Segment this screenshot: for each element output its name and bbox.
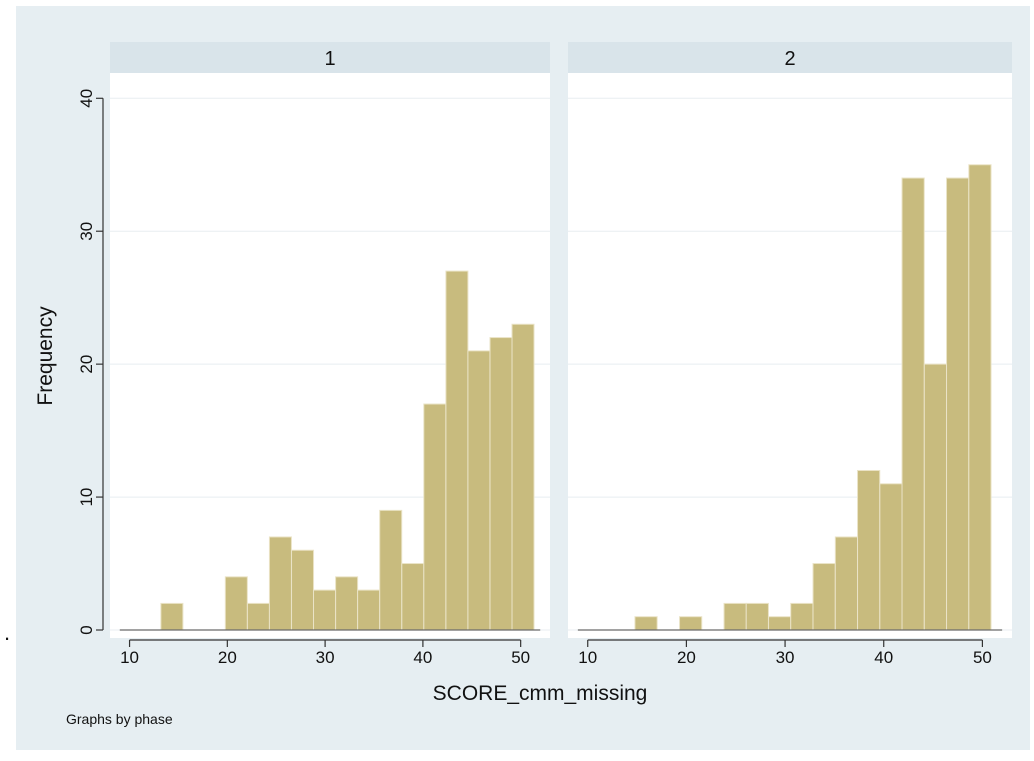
- x-tick-label-10-panel-2: 10: [578, 648, 597, 667]
- histogram-bar-panel-2-12: [834, 536, 859, 631]
- panel-label-1: 1: [324, 48, 335, 70]
- histogram-bar-panel-1-7: [357, 589, 381, 631]
- histogram-bar-panel-2-10: [790, 602, 814, 631]
- histogram-bar-panel-1-6: [335, 576, 359, 631]
- histogram-bar-panel-2-8: [745, 602, 769, 631]
- histogram-bar-panel-2-14: [879, 483, 903, 631]
- histogram-bar-panel-1-13: [489, 337, 513, 631]
- y-tick-label-30: 30: [77, 222, 96, 241]
- panel-strip-1: [110, 42, 550, 73]
- panel-label-2: 2: [784, 48, 795, 70]
- y-tick-label-0: 0: [77, 625, 96, 634]
- histogram-bar-panel-2-5: [679, 616, 703, 631]
- histogram-bar-panel-1-2: [246, 602, 270, 631]
- histogram-bar-panel-1-9: [401, 563, 425, 631]
- histogram-bar-panel-2-13: [857, 469, 881, 631]
- x-axis-title: SCORE_cmm_missing: [433, 682, 648, 705]
- y-axis-title: Frequency: [34, 306, 57, 406]
- histogram-bar-panel-1-5: [313, 589, 337, 631]
- histogram-bar-panel-1-12: [467, 350, 491, 631]
- x-tick-label-40-panel-1: 40: [413, 648, 432, 667]
- y-tick-label-40: 40: [77, 89, 96, 108]
- x-tick-label-50-panel-1: 50: [511, 648, 530, 667]
- histogram-bar-panel-1-11: [445, 270, 469, 631]
- histogram-bar-panel-1-0: [160, 602, 184, 631]
- histogram-bar-panel-1-14: [511, 323, 535, 631]
- histogram-bar-panel-2-17: [946, 177, 970, 631]
- x-tick-label-30-panel-2: 30: [776, 648, 795, 667]
- histogram-bar-panel-2-16: [923, 363, 948, 631]
- histogram-bar-panel-2-18: [968, 164, 992, 631]
- y-tick-label-20: 20: [77, 355, 96, 374]
- x-tick-label-40-panel-2: 40: [874, 648, 893, 667]
- graph-note: Graphs by phase: [66, 711, 173, 727]
- panel-strip-2: [568, 42, 1012, 73]
- histogram-bar-panel-2-15: [901, 177, 925, 631]
- x-tick-label-20-panel-1: 20: [218, 648, 237, 667]
- stray-mark: .: [4, 620, 10, 645]
- x-tick-label-50-panel-2: 50: [973, 648, 992, 667]
- x-tick-label-20-panel-2: 20: [677, 648, 696, 667]
- y-tick-label-10: 10: [77, 488, 96, 507]
- histogram-bar-panel-2-9: [768, 616, 792, 631]
- histogram-bar-panel-1-8: [379, 509, 403, 631]
- histogram-bar-panel-1-1: [224, 576, 248, 631]
- histogram-bar-panel-1-10: [423, 403, 447, 631]
- histogram-bar-panel-2-3: [634, 616, 658, 631]
- histogram-bar-panel-2-7: [723, 602, 747, 631]
- histogram-bar-panel-1-4: [291, 549, 315, 631]
- histogram-bar-panel-2-11: [812, 563, 836, 631]
- x-tick-label-10-panel-1: 10: [120, 648, 139, 667]
- x-tick-label-30-panel-1: 30: [316, 648, 335, 667]
- histogram-bar-panel-1-3: [268, 536, 292, 631]
